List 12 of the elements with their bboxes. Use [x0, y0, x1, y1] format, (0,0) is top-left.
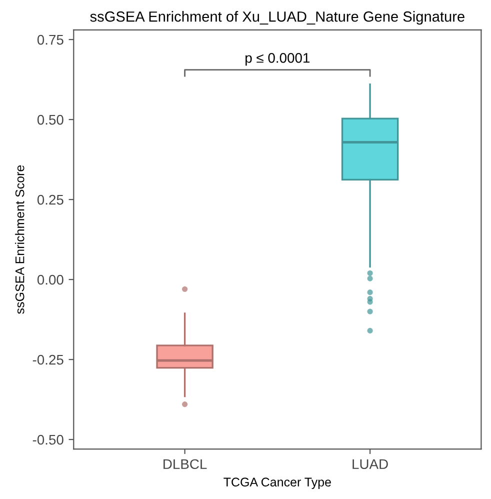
x-tick-label: DLBCL [164, 459, 207, 470]
y-tick-label: 0.00 [37, 274, 64, 285]
x-tick-label: LUAD [352, 459, 388, 470]
y-tick-label: 0.50 [37, 114, 64, 125]
y-tick-label: 0.75 [37, 34, 64, 45]
y-tick-label: -0.50 [32, 434, 64, 445]
y-tick-label: -0.25 [32, 354, 64, 365]
x-axis-title: TCGA Cancer Type [224, 478, 331, 489]
y-axis-title: ssGSEA Enrichment Score [15, 165, 24, 314]
annotation: p ≤ 0.0001 [246, 52, 310, 66]
y-tick-label: 0.25 [37, 194, 64, 205]
chart-title: ssGSEA Enrichment of Xu_LUAD_Nature Gene Signature [90, 11, 464, 25]
